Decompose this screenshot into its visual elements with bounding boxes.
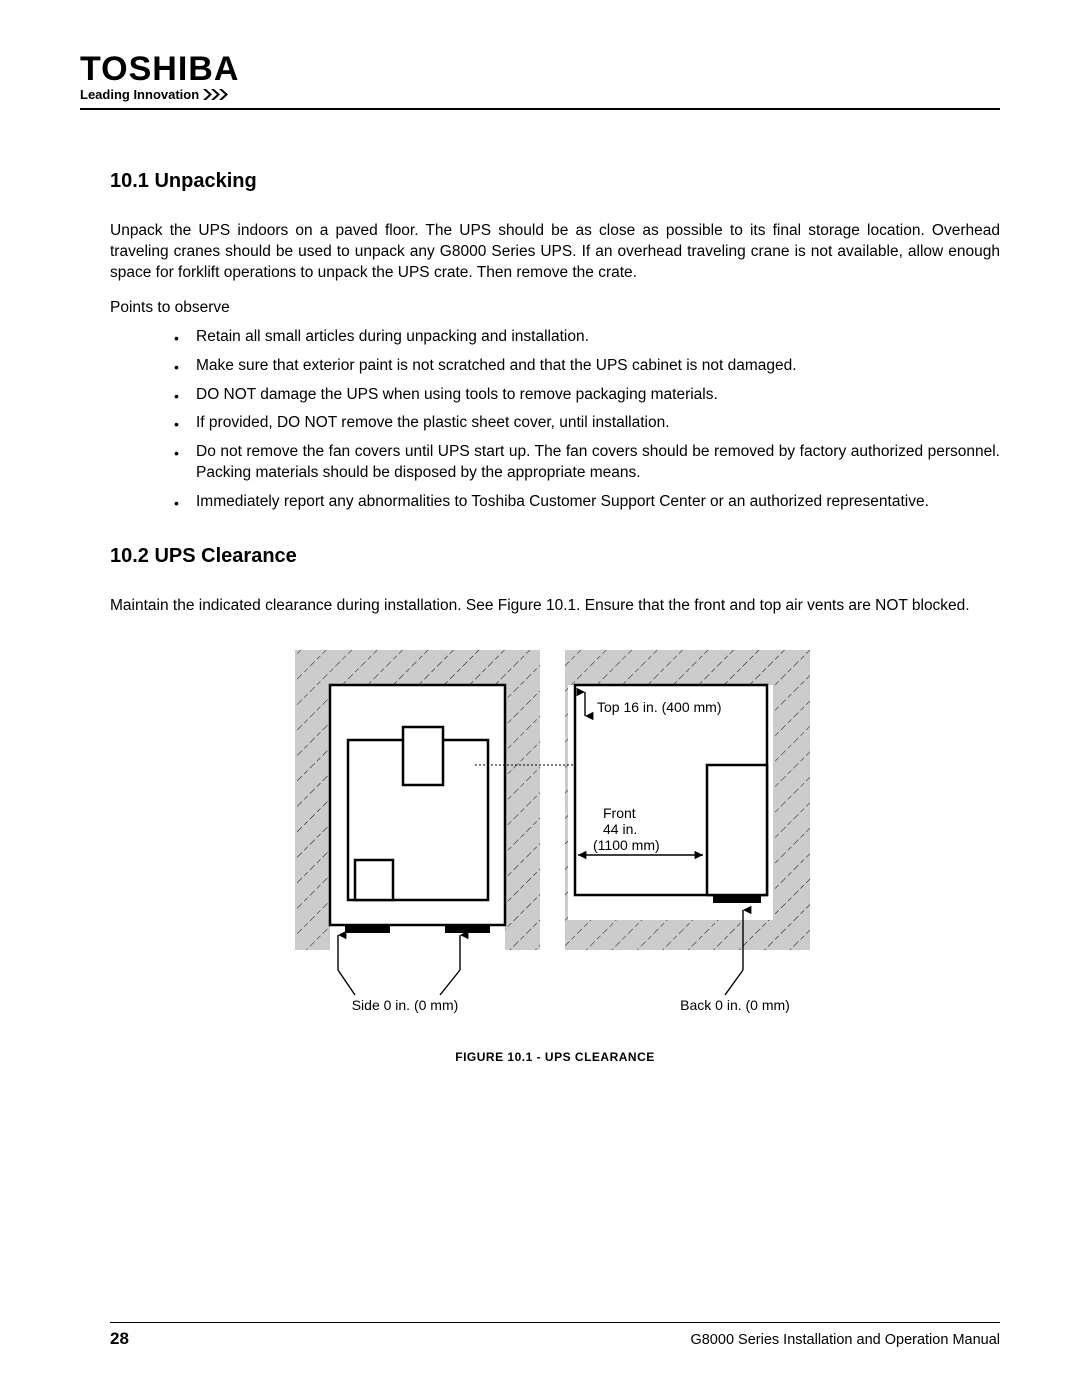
section-heading-clearance: 10.2 UPS Clearance	[110, 545, 1000, 568]
figure-wrap: Side 0 in. (0 mm)	[110, 650, 1000, 1064]
list-item: If provided, DO NOT remove the plastic s…	[196, 413, 1000, 434]
label-front-3: (1100 mm)	[593, 837, 660, 853]
label-front-2: 44 in.	[603, 821, 637, 837]
footer-row: 28 G8000 Series Installation and Operati…	[110, 1329, 1000, 1349]
label-back: Back 0 in. (0 mm)	[680, 997, 790, 1013]
points-label: Points to observe	[110, 298, 1000, 319]
list-item: Retain all small articles during unpacki…	[196, 327, 1000, 348]
footer-title: G8000 Series Installation and Operation …	[690, 1332, 1000, 1348]
clearance-paragraph: Maintain the indicated clearance during …	[110, 596, 1000, 617]
list-item: Do not remove the fan covers until UPS s…	[196, 442, 1000, 484]
page-footer: 28 G8000 Series Installation and Operati…	[110, 1322, 1000, 1349]
clearance-diagram: Side 0 in. (0 mm)	[275, 650, 835, 1020]
list-item: Immediately report any abnormalities to …	[196, 492, 1000, 513]
brand-tagline: Leading Innovation	[80, 87, 1000, 102]
footer-rule	[110, 1322, 1000, 1323]
label-top: Top 16 in. (400 mm)	[597, 699, 722, 715]
figure-caption: FIGURE 10.1 - UPS CLEARANCE	[455, 1050, 655, 1064]
list-item: Make sure that exterior paint is not scr…	[196, 356, 1000, 377]
header-rule	[80, 108, 1000, 110]
page-content: 10.1 Unpacking Unpack the UPS indoors on…	[110, 160, 1000, 631]
page-number: 28	[110, 1329, 129, 1349]
points-list: Retain all small articles during unpacki…	[110, 327, 1000, 513]
list-item: DO NOT damage the UPS when using tools t…	[196, 385, 1000, 406]
unpacking-paragraph: Unpack the UPS indoors on a paved floor.…	[110, 221, 1000, 284]
chevron-icon	[203, 89, 231, 100]
brand-logo: TOSHIBA	[80, 50, 1000, 89]
tagline-text: Leading Innovation	[80, 87, 199, 102]
label-front-1: Front	[603, 805, 636, 821]
label-side: Side 0 in. (0 mm)	[352, 997, 459, 1013]
page-header: TOSHIBA Leading Innovation	[80, 50, 1000, 110]
section-heading-unpacking: 10.1 Unpacking	[110, 170, 1000, 193]
